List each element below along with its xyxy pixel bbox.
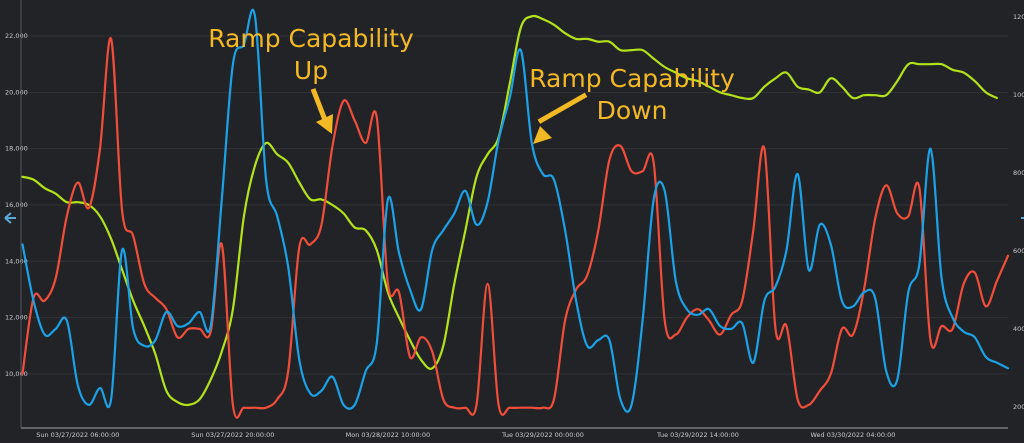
y-left-tick-label: 12,000 <box>5 314 28 322</box>
x-tick-label: Tue 03/29/2022 00:00:00 <box>501 431 584 439</box>
annotation-ramp-down: Ramp Capability Down <box>529 64 735 144</box>
arrow-down-right-icon <box>310 88 333 134</box>
annotation-ramp-up-line1: Ramp Capability <box>208 24 414 53</box>
y-right-tick-label: 600 <box>1013 247 1024 255</box>
y-left-tick-label: 20,000 <box>5 88 28 96</box>
y-left-tick-label: 14,000 <box>5 257 28 265</box>
annotation-ramp-up: Ramp Capability Up <box>208 24 414 134</box>
arrow-down-left-icon <box>533 92 588 144</box>
pan-left-button[interactable] <box>4 212 16 224</box>
pan-right-handle[interactable] <box>1021 217 1024 219</box>
y-axis-left: 10,000 12,000 14,000 16,000 18,000 20,000 22,0… <box>5 32 28 378</box>
y-right-tick-label: 1200 <box>1013 13 1024 21</box>
x-axis: Sun 03/27/2022 06:00:00 Sun 03/27/2022 20… <box>20 0 1008 439</box>
y-axis-right: 200 400 600 800 1000 1200 <box>1013 13 1024 411</box>
y-right-tick-label: 800 <box>1013 169 1024 177</box>
x-tick-label: Mon 03/28/2022 10:00:00 <box>346 431 431 439</box>
x-tick-label: Wed 03/30/2022 04:00:00 <box>810 431 895 439</box>
y-left-tick-label: 10,000 <box>5 370 28 378</box>
y-left-tick-label: 16,000 <box>5 201 28 209</box>
series-line-3 <box>21 8 1010 413</box>
arrow-left-icon[interactable] <box>4 212 16 224</box>
series-line-2 <box>21 37 1010 419</box>
y-right-tick-label: 1000 <box>1013 91 1024 99</box>
annotation-ramp-down-line2: Down <box>597 96 668 125</box>
x-tick-label: Sun 03/27/2022 06:00:00 <box>36 431 119 439</box>
y-left-tick-label: 18,000 <box>5 145 28 153</box>
series-line-1 <box>21 14 998 407</box>
series-lines <box>21 8 1010 419</box>
y-right-tick-label: 400 <box>1013 325 1024 333</box>
annotation-ramp-down-line1: Ramp Capability <box>529 64 735 93</box>
y-right-tick-label: 200 <box>1013 403 1024 411</box>
annotation-ramp-up-line2: Up <box>294 56 328 85</box>
x-tick-label: Sun 03/27/2022 20:00:00 <box>191 431 274 439</box>
x-tick-label: Tue 03/29/2022 14:00:00 <box>656 431 739 439</box>
grid-lines <box>21 35 1008 375</box>
y-left-tick-label: 22,000 <box>5 32 28 40</box>
